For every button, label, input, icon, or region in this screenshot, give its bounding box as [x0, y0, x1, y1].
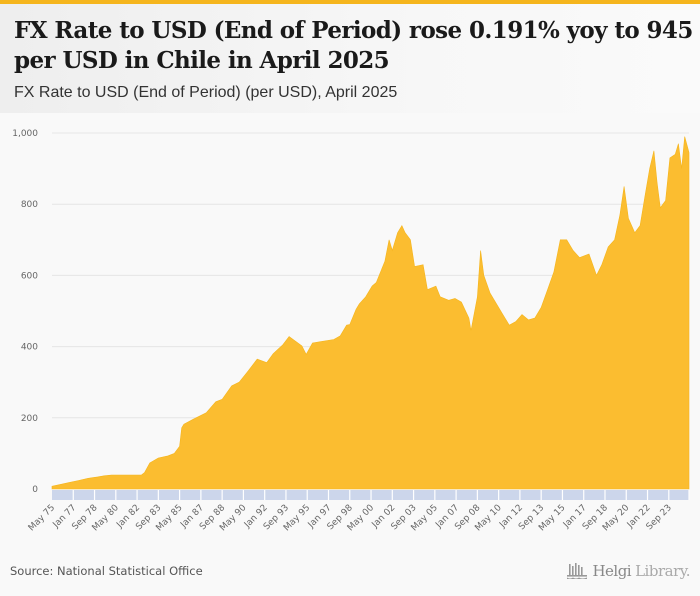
- source-note: Source: National Statistical Office: [10, 564, 203, 578]
- y-tick-label: 600: [21, 271, 38, 281]
- y-tick-label: 400: [21, 343, 38, 353]
- chart-subtitle: FX Rate to USD (End of Period) (per USD)…: [14, 84, 398, 101]
- logo-text-library: Library.: [635, 562, 690, 580]
- y-tick-label: 0: [32, 485, 38, 495]
- x-axis-band: [52, 490, 690, 500]
- y-tick-label: 1,000: [12, 129, 38, 139]
- helgilibrary-logo[interactable]: Helgi Library.: [566, 562, 690, 580]
- library-building-icon: [567, 563, 588, 579]
- logo-text-helgi: Helgi: [592, 562, 632, 580]
- y-tick-label: 200: [21, 414, 38, 424]
- top-accent-bar: [0, 0, 700, 4]
- page-title: FX Rate to USD (End of Period) rose 0.19…: [14, 17, 693, 74]
- header: FX Rate to USD (End of Period) rose 0.19…: [0, 4, 700, 113]
- y-axis: 0 200 400 600 800 1,000: [12, 129, 38, 495]
- area-series: [51, 136, 690, 490]
- x-tick-label: May 75: [27, 503, 57, 533]
- y-tick-label: 800: [21, 200, 38, 210]
